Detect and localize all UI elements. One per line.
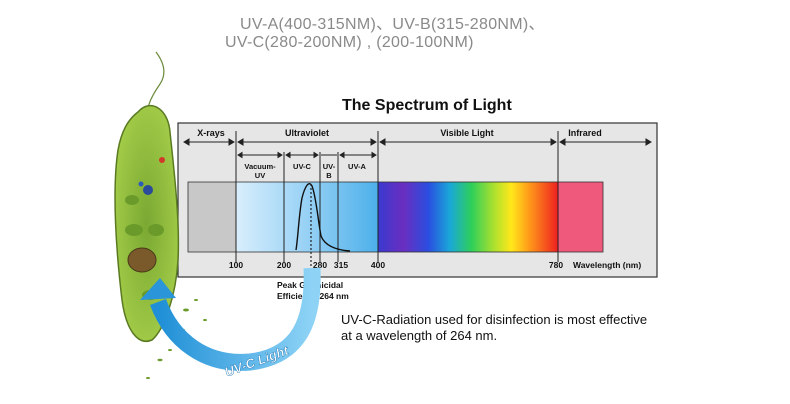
band-label-infrared: Infrared <box>568 128 602 138</box>
sub-label-vacuum-uv-2: UV <box>255 171 265 180</box>
divider-lines <box>235 131 559 262</box>
nucleus <box>127 247 157 273</box>
axis-label-wavelength: Wavelength (nm) <box>573 260 641 270</box>
sub-label-uva: UV-A <box>348 162 367 171</box>
band-label-visible: Visible Light <box>440 128 493 138</box>
tick-label-200: 200 <box>277 260 291 270</box>
uv-range-caption-line1: UV-A(400-315NM)、UV-B(315-280NM)、 <box>240 16 545 33</box>
sub-label-uvb-2: B <box>326 171 332 180</box>
sub-label-vacuum-uv-1: Vacuum- <box>244 162 276 171</box>
visible-band <box>378 182 558 252</box>
top-band-arrows <box>183 138 652 146</box>
spectrum-title: The Spectrum of Light <box>342 97 512 114</box>
tick-label-780: 780 <box>549 260 563 270</box>
uvc-note-line2: at a wavelength of 264 nm. <box>341 328 498 343</box>
uvc-disinfection-note: UV-C-Radiation used for disinfection is … <box>341 312 671 344</box>
spectrum-bar-outline <box>187 181 604 253</box>
sub-label-uvc: UV-C <box>293 162 312 171</box>
tick-label-100: 100 <box>229 260 243 270</box>
tick-label-280: 280 <box>313 260 327 270</box>
eyespot <box>159 157 165 163</box>
uvc-note-line1: UV-C-Radiation used for disinfection is … <box>341 312 648 327</box>
cell-body <box>114 105 180 342</box>
sub-label-uvb-1: UV- <box>323 162 336 171</box>
band-label-ultraviolet: Ultraviolet <box>285 128 329 138</box>
tick-label-315: 315 <box>334 260 348 270</box>
germicidal-efficiency-curve <box>295 182 351 252</box>
uvc-light-arrowhead <box>140 278 176 300</box>
tick-label-400: 400 <box>371 260 385 270</box>
uv-band <box>236 182 378 252</box>
xray-band <box>188 182 236 252</box>
infrared-band <box>558 182 603 252</box>
uv-range-caption-line2: UV-C(280-200NM) , (200-100NM) <box>225 34 474 51</box>
uvc-light-arrow <box>150 267 321 371</box>
sub-band-arrows <box>237 151 377 159</box>
axis-ticks <box>235 252 559 258</box>
band-label-xrays: X-rays <box>197 128 225 138</box>
